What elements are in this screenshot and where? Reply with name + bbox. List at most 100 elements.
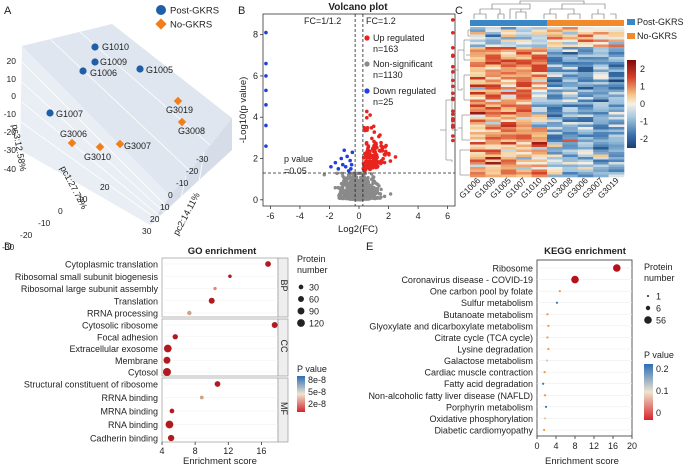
heatmap-cell bbox=[516, 89, 532, 93]
heatmap-cell bbox=[470, 137, 486, 140]
heatmap-cell bbox=[470, 32, 486, 35]
heatmap-cell bbox=[547, 77, 563, 80]
volcano-point-up bbox=[368, 154, 372, 159]
heatmap-cell bbox=[516, 39, 532, 43]
kegg-point bbox=[544, 405, 548, 408]
heatmap-cell bbox=[547, 94, 563, 98]
heatmap-cell bbox=[562, 137, 579, 140]
kegg-xtick-label: 0 bbox=[534, 441, 539, 451]
heatmap-cell bbox=[608, 34, 625, 38]
heatmap-cell bbox=[531, 97, 548, 100]
heatmap-cell bbox=[485, 42, 502, 45]
go-term-label: Cytoplasmic translation bbox=[65, 260, 158, 270]
heatmap-cell bbox=[470, 109, 486, 113]
pca-gridlines bbox=[20, 31, 211, 221]
heatmap-cell bbox=[562, 134, 579, 138]
heatmap-cell bbox=[470, 67, 486, 70]
heatmap-cell bbox=[593, 72, 609, 75]
heatmap-cell bbox=[562, 129, 579, 133]
heatmap-cell bbox=[577, 129, 594, 133]
heatmap-cell bbox=[608, 112, 625, 115]
heatmap-cell bbox=[577, 49, 594, 53]
heatmap-cell bbox=[485, 37, 502, 40]
heatmap-cell bbox=[485, 109, 502, 113]
heatmap-cell bbox=[608, 27, 625, 30]
heatmap-cell bbox=[577, 27, 594, 30]
go-facet-label: BP bbox=[279, 280, 289, 292]
heatmap-cell bbox=[577, 169, 594, 173]
pca-floor bbox=[150, 118, 232, 225]
heatmap-colorbar-tick: -1 bbox=[640, 117, 648, 127]
heatmap-cell bbox=[531, 164, 548, 168]
volcano-ytick-label: 6 bbox=[253, 71, 258, 81]
heatmap-cell bbox=[577, 94, 594, 98]
heatmap-cell bbox=[516, 112, 532, 115]
heatmap-cell bbox=[470, 52, 486, 55]
heatmap-cell bbox=[516, 119, 532, 123]
pca-pc3-tick: -10 bbox=[4, 109, 17, 119]
volcano-point-ns bbox=[354, 175, 359, 179]
heatmap-cell bbox=[470, 144, 486, 148]
volcano-point-ns bbox=[374, 182, 379, 186]
heatmap-cell bbox=[547, 174, 563, 178]
heatmap-cell bbox=[547, 129, 563, 133]
heatmap-cell bbox=[593, 162, 609, 165]
heatmap-cell bbox=[547, 127, 563, 130]
volcano-point-up bbox=[381, 156, 385, 161]
heatmap-cell bbox=[562, 102, 579, 105]
heatmap-cell bbox=[485, 32, 502, 35]
go-point bbox=[167, 434, 175, 442]
go-size-legend-label: 120 bbox=[309, 319, 324, 329]
heatmap-cell bbox=[547, 124, 563, 128]
kegg-point bbox=[555, 301, 559, 304]
volcano-legend-up-label: Up regulated bbox=[373, 33, 425, 43]
kegg-xtick-label: 4 bbox=[553, 441, 558, 451]
heatmap-cell bbox=[577, 102, 594, 105]
heatmap-cell bbox=[516, 34, 532, 38]
heatmap-colorbar-tick: 0 bbox=[640, 99, 645, 109]
heatmap-cell bbox=[485, 124, 502, 128]
volcano-point-ns bbox=[341, 174, 345, 178]
volcano-title: Volcano plot bbox=[328, 2, 388, 13]
volcano-point-up bbox=[366, 144, 371, 148]
heatmap-cell bbox=[608, 162, 625, 165]
heatmap-cell bbox=[547, 87, 563, 90]
heatmap-cell bbox=[470, 159, 486, 163]
heatmap-cell bbox=[516, 84, 532, 88]
heatmap-legend-post-label: Post-GKRS bbox=[637, 17, 684, 27]
heatmap-cell bbox=[516, 129, 532, 133]
kegg-point bbox=[543, 417, 547, 420]
volcano-point-ns bbox=[355, 195, 359, 199]
heatmap-cell bbox=[470, 92, 486, 95]
heatmap-cell bbox=[516, 104, 532, 108]
heatmap-cell bbox=[485, 27, 502, 30]
heatmap-cell bbox=[470, 74, 486, 78]
heatmap-cell bbox=[562, 157, 579, 160]
heatmap-cell bbox=[470, 49, 486, 53]
heatmap-cell bbox=[516, 62, 532, 65]
heatmap-cell bbox=[547, 109, 563, 113]
heatmap-cell bbox=[562, 169, 579, 173]
go-point bbox=[265, 261, 271, 267]
volcano-point-ns bbox=[346, 175, 350, 180]
heatmap-cell bbox=[593, 169, 609, 173]
heatmap-cell bbox=[562, 117, 579, 120]
kegg-colorbar-tick: 0 bbox=[656, 408, 661, 418]
heatmap-cell bbox=[516, 164, 532, 168]
heatmap-cell bbox=[547, 144, 563, 148]
heatmap-cell bbox=[531, 122, 548, 125]
heatmap-cell bbox=[562, 127, 579, 130]
heatmap-cell bbox=[608, 102, 625, 105]
volcano-point-up bbox=[387, 151, 391, 156]
volcano-point-ns bbox=[336, 185, 340, 190]
volcano-legend-ns-marker bbox=[364, 61, 370, 67]
heatmap-cell bbox=[608, 149, 625, 153]
volcano-legend-up-count: n=163 bbox=[373, 44, 398, 54]
pca-pc1-tick: 10 bbox=[78, 194, 88, 204]
heatmap-cell bbox=[547, 112, 563, 115]
volcano-xtick-label: -4 bbox=[296, 211, 304, 221]
heatmap-cell bbox=[547, 32, 563, 35]
heatmap-cell bbox=[470, 134, 486, 138]
heatmap-cell bbox=[593, 132, 609, 135]
kegg-size-legend-label: 6 bbox=[656, 304, 661, 314]
